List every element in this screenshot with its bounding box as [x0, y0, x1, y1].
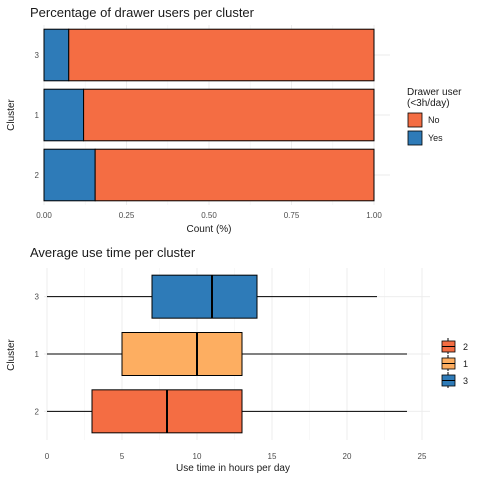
bar-legend-swatch-yes	[407, 130, 423, 146]
box-x-tick-label: 15	[268, 452, 277, 461]
bar-x-tick-label: 0.75	[284, 211, 300, 220]
box-y-tick-label: 2	[35, 407, 40, 416]
bar-segment-yes-cluster-1	[43, 88, 85, 142]
box-chart-boxes	[47, 274, 407, 434]
box-x-tick-label: 25	[418, 452, 427, 461]
box-body-cluster-1	[121, 332, 243, 376]
bar-x-tick-label: 0.25	[119, 211, 135, 220]
box-chart-y-ticks: 3 1 2	[35, 293, 40, 417]
box-body-cluster-3	[151, 274, 258, 319]
bar-segment-yes-cluster-3	[43, 28, 70, 82]
bar-x-tick-label: 0.00	[36, 211, 52, 220]
bar-segment-yes-cluster-2	[43, 148, 96, 202]
box-y-tick-label: 1	[35, 350, 40, 359]
bar-legend-title-line1: Drawer user	[407, 87, 462, 98]
box-chart-legend: 2 1 3	[441, 338, 468, 388]
bar-y-tick-label: 3	[35, 51, 40, 60]
bar-legend-label-yes: Yes	[428, 133, 443, 143]
box-x-tick-label: 20	[343, 452, 352, 461]
box-x-tick-label: 0	[45, 452, 50, 461]
bar-legend-entries: No Yes	[407, 112, 443, 146]
bar-chart-x-axis-label: Count (%)	[186, 224, 231, 235]
bar-chart-y-axis-label: Cluster	[6, 98, 17, 130]
box-chart-y-axis-label: Cluster	[6, 338, 17, 370]
bar-legend-swatch-no	[407, 112, 423, 128]
box-chart: Average use time per cluster 3 1 2 0 5 10 15 2…	[6, 245, 468, 474]
box-legend-label-3: 3	[463, 376, 468, 386]
bar-chart-title: Percentage of drawer users per cluster	[30, 5, 255, 20]
bar-chart-x-ticks: 0.00 0.25 0.50 0.75 1.00	[36, 211, 382, 220]
box-legend-label-2: 2	[463, 342, 468, 352]
box-chart-title: Average use time per cluster	[30, 245, 196, 260]
bar-y-tick-label: 1	[35, 111, 40, 120]
bar-chart-bars	[43, 28, 375, 202]
box-legend-label-1: 1	[463, 359, 468, 369]
box-chart-x-axis-label: Use time in hours per day	[176, 463, 290, 474]
box-x-tick-label: 5	[120, 452, 125, 461]
bar-x-tick-label: 1.00	[366, 211, 382, 220]
bar-segment-no-cluster-1	[83, 88, 375, 142]
bar-y-tick-label: 2	[35, 171, 40, 180]
box-x-tick-label: 10	[193, 452, 202, 461]
bar-segment-no-cluster-3	[68, 28, 375, 82]
bar-legend-label-no: No	[428, 115, 440, 125]
bar-legend-title-line2: (<3h/day)	[407, 98, 450, 109]
bar-x-tick-label: 0.50	[201, 211, 217, 220]
bar-chart-y-ticks: 3 1 2	[35, 51, 40, 180]
bar-chart: Percentage of drawer users per cluster 3…	[6, 5, 462, 235]
bar-chart-legend: Drawer user (<3h/day) No Yes	[407, 87, 462, 146]
box-y-tick-label: 3	[35, 293, 40, 302]
bar-segment-no-cluster-2	[94, 148, 375, 202]
box-chart-x-ticks: 0 5 10 15 20 25	[45, 452, 427, 461]
